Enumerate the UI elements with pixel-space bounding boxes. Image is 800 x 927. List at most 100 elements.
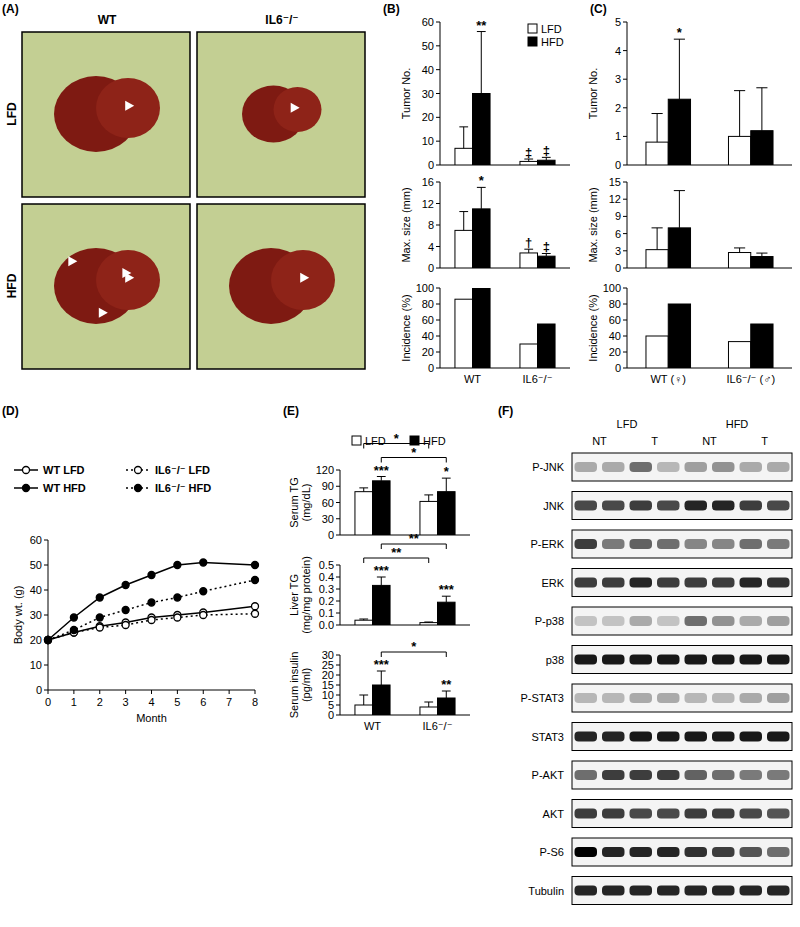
marker bbox=[122, 622, 129, 629]
y-axis-label: Incidence (%) bbox=[400, 294, 412, 361]
subgroup-label: T bbox=[651, 435, 658, 447]
bar bbox=[538, 256, 556, 268]
band bbox=[712, 886, 735, 896]
x-tick-label: 7 bbox=[226, 696, 232, 708]
x-axis-label: Month bbox=[136, 712, 167, 724]
y-axis bbox=[440, 288, 441, 368]
band bbox=[712, 770, 735, 780]
bracket-label: * bbox=[411, 639, 417, 654]
band bbox=[630, 847, 653, 857]
y-tick bbox=[336, 565, 340, 566]
bar bbox=[473, 94, 491, 166]
band bbox=[630, 539, 653, 549]
bar-chart: 0306090120Serum TG(mg/dL)******LFDHFD bbox=[288, 431, 470, 542]
band bbox=[712, 655, 735, 665]
significance: * bbox=[479, 173, 485, 188]
y-tick-label: 3 bbox=[615, 245, 621, 257]
band bbox=[657, 770, 680, 780]
error-bar bbox=[424, 702, 433, 707]
bar bbox=[373, 481, 391, 535]
y-tick-label: 12 bbox=[609, 193, 621, 205]
band bbox=[657, 732, 680, 742]
band bbox=[767, 886, 790, 896]
error-bar bbox=[459, 127, 468, 148]
y-tick-label: 30 bbox=[30, 609, 42, 621]
label-line: Incidence (%) bbox=[400, 294, 412, 361]
y-tick bbox=[623, 368, 627, 369]
y-tick bbox=[336, 675, 340, 676]
panel-label: (C) bbox=[590, 2, 607, 16]
y-axis-label: Tumor No. bbox=[400, 68, 412, 120]
x-tick-label: IL6⁻/⁻ bbox=[523, 373, 553, 385]
y-tick bbox=[336, 470, 340, 471]
x-tick-label: WT (♀) bbox=[650, 373, 686, 385]
x-tick-label: 8 bbox=[252, 696, 258, 708]
line-chart: 0102030405060012345678Body wt. (g)MonthW… bbox=[12, 464, 259, 724]
band bbox=[575, 847, 598, 857]
y-tick bbox=[336, 695, 340, 696]
y-tick bbox=[436, 368, 440, 369]
band bbox=[685, 693, 708, 703]
marker bbox=[252, 603, 259, 610]
y-tick bbox=[436, 352, 440, 353]
y-tick-label: 80 bbox=[422, 298, 434, 310]
band bbox=[602, 616, 625, 626]
marker bbox=[96, 624, 103, 631]
y-tick-label: 0 bbox=[615, 262, 621, 274]
y-tick bbox=[336, 535, 340, 536]
band bbox=[712, 462, 735, 472]
y-tick bbox=[436, 288, 440, 289]
marker bbox=[252, 577, 259, 584]
error-bar bbox=[459, 212, 468, 231]
y-tick-label: 16 bbox=[422, 176, 434, 188]
y-axis-label: Body wt. (g) bbox=[12, 586, 24, 645]
bar-chart: 051015202530Serum insulin(pg/ml)*****WTI… bbox=[288, 639, 470, 732]
blot-strip bbox=[572, 877, 792, 905]
bars bbox=[355, 671, 455, 715]
bracket-label: ** bbox=[409, 531, 420, 546]
y-tick-label: 4 bbox=[615, 45, 621, 57]
band bbox=[630, 501, 653, 511]
bars bbox=[646, 304, 773, 368]
error-bar bbox=[377, 577, 386, 585]
y-axis bbox=[627, 182, 628, 268]
bar bbox=[473, 209, 491, 268]
significance: * bbox=[444, 464, 450, 479]
row-label: Tubulin bbox=[528, 885, 564, 897]
marker bbox=[96, 614, 103, 621]
photo-frame bbox=[197, 204, 365, 369]
legend-label: WT LFD bbox=[43, 464, 85, 476]
band bbox=[575, 539, 598, 549]
y-axis-label: Max. size (mm) bbox=[587, 187, 599, 262]
legend-label: WT HFD bbox=[43, 482, 86, 494]
arrowhead bbox=[300, 273, 309, 283]
label-line: Tumor No. bbox=[587, 68, 599, 120]
bar bbox=[455, 230, 473, 268]
band bbox=[575, 809, 598, 819]
x-tick-label: 0 bbox=[45, 696, 51, 708]
blot-strip bbox=[572, 453, 792, 481]
band bbox=[685, 462, 708, 472]
arrowhead bbox=[68, 256, 77, 266]
bracket-label: * bbox=[394, 431, 400, 446]
y-axis bbox=[627, 288, 628, 368]
band bbox=[685, 809, 708, 819]
bar bbox=[728, 342, 750, 368]
band bbox=[767, 616, 790, 626]
photo-panel: WTIL6⁻/⁻LFDHFD bbox=[5, 13, 365, 369]
error-bar bbox=[756, 88, 767, 131]
significance: * bbox=[677, 25, 683, 40]
x-tick bbox=[229, 690, 230, 694]
y-tick bbox=[623, 22, 627, 23]
bar bbox=[520, 344, 538, 368]
legend-marker bbox=[23, 467, 30, 474]
error-bar bbox=[674, 39, 685, 99]
panel-label: (E) bbox=[283, 404, 299, 418]
band bbox=[740, 886, 763, 896]
legend-label: IL6⁻/⁻ HFD bbox=[155, 482, 211, 494]
column-label: WT bbox=[98, 13, 117, 27]
bar bbox=[420, 623, 438, 625]
label-line: Liver TG bbox=[288, 574, 300, 616]
band bbox=[685, 578, 708, 588]
y-tick-label: 30 bbox=[322, 513, 334, 525]
